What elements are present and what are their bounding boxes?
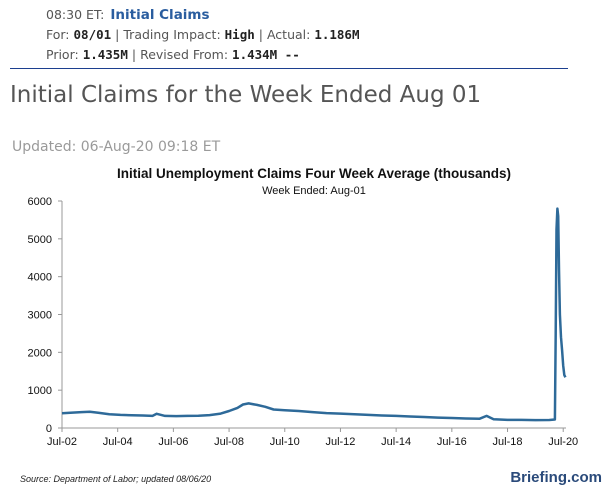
prior-label: Prior: <box>46 47 79 62</box>
y-tick-label: 6000 <box>28 196 52 208</box>
y-tick-label: 2000 <box>28 347 52 359</box>
for-value: 08/01 <box>73 27 112 42</box>
briefing-logo: Briefing.com <box>510 469 602 486</box>
event-details-line: For: 08/01 | Trading Impact: High | Actual: … <box>46 25 568 45</box>
y-tick-label: 0 <box>46 423 52 435</box>
impact-value: High <box>224 27 255 42</box>
x-tick-label: Jul-02 <box>47 436 77 448</box>
chart-subtitle: Week Ended: Aug-01 <box>262 185 366 197</box>
separator: | <box>131 47 137 62</box>
revised-value: 1.434M -- <box>232 47 300 62</box>
event-header: 08:30 ET: Initial Claims For: 08/01 | Tradi… <box>46 5 568 65</box>
event-prior-line: Prior: 1.435M | Revised From: 1.434M -- <box>46 45 568 65</box>
series-line <box>61 207 567 422</box>
actual-value: 1.186M <box>314 27 360 42</box>
y-axis: 0 1000 2000 3000 4000 5000 6000 <box>28 196 63 435</box>
y-tick-label: 5000 <box>28 234 52 246</box>
updated-timestamp: Updated: 06-Aug-20 09:18 ET <box>12 139 221 155</box>
page-title: Initial Claims for the Week Ended Aug 01 <box>10 82 482 108</box>
x-tick-label: Jul-16 <box>437 436 467 448</box>
x-tick-label: Jul-20 <box>548 436 578 448</box>
event-name-link[interactable]: Initial Claims <box>110 7 210 23</box>
y-tick-label: 4000 <box>28 272 52 284</box>
x-tick-label: Jul-10 <box>270 436 300 448</box>
x-tick-label: Jul-06 <box>158 436 188 448</box>
for-label: For: <box>46 27 70 42</box>
x-tick-label: Jul-08 <box>214 436 244 448</box>
revised-label: Revised From: <box>140 47 229 62</box>
actual-label: Actual: <box>266 27 311 42</box>
x-tick-label: Jul-14 <box>381 436 411 448</box>
chart-source: Source: Department of Labor; updated 08/… <box>20 474 211 484</box>
claims-chart: Initial Unemployment Claims Four Week Av… <box>20 166 602 486</box>
x-axis: Jul-02 Jul-04 Jul-06 Jul-08 Jul-10 Jul-12 Jul-… <box>47 427 578 448</box>
header-divider <box>10 68 568 69</box>
y-tick-label: 1000 <box>28 385 52 397</box>
x-tick-label: Jul-18 <box>493 436 523 448</box>
chart-title: Initial Unemployment Claims Four Week Av… <box>117 166 511 181</box>
separator: | <box>115 27 120 42</box>
x-tick-label: Jul-04 <box>103 436 133 448</box>
separator: | <box>258 27 263 42</box>
prior-value: 1.435M <box>82 47 128 62</box>
event-time: 08:30 ET: <box>46 7 105 22</box>
x-tick-label: Jul-12 <box>325 436 355 448</box>
y-tick-label: 3000 <box>28 310 52 322</box>
event-title-line: 08:30 ET: Initial Claims <box>46 5 568 25</box>
impact-label: Trading Impact: <box>123 27 221 42</box>
chart-container: Initial Unemployment Claims Four Week Av… <box>0 160 612 487</box>
